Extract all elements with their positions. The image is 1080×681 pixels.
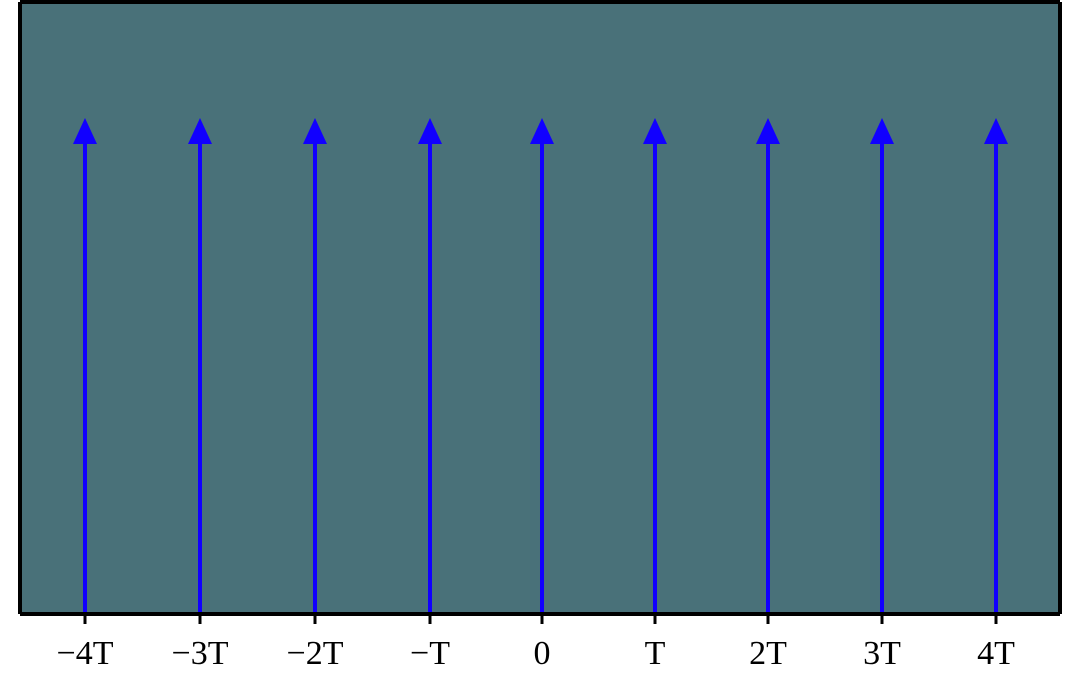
x-tick-label: −3T xyxy=(172,635,229,672)
x-tick-label: 3T xyxy=(863,635,901,672)
x-tick-label: 0 xyxy=(534,635,551,672)
x-tick-label: −2T xyxy=(287,635,344,672)
x-tick-label: 2T xyxy=(749,635,787,672)
x-tick-label: −T xyxy=(410,635,450,672)
impulse-train-diagram: −4T −3T −2T −T 0 T 2T 3T 4T xyxy=(0,0,1080,681)
x-tick-label: 4T xyxy=(977,635,1015,672)
x-tick-label: −4T xyxy=(57,635,114,672)
x-tick-label: T xyxy=(645,635,666,672)
